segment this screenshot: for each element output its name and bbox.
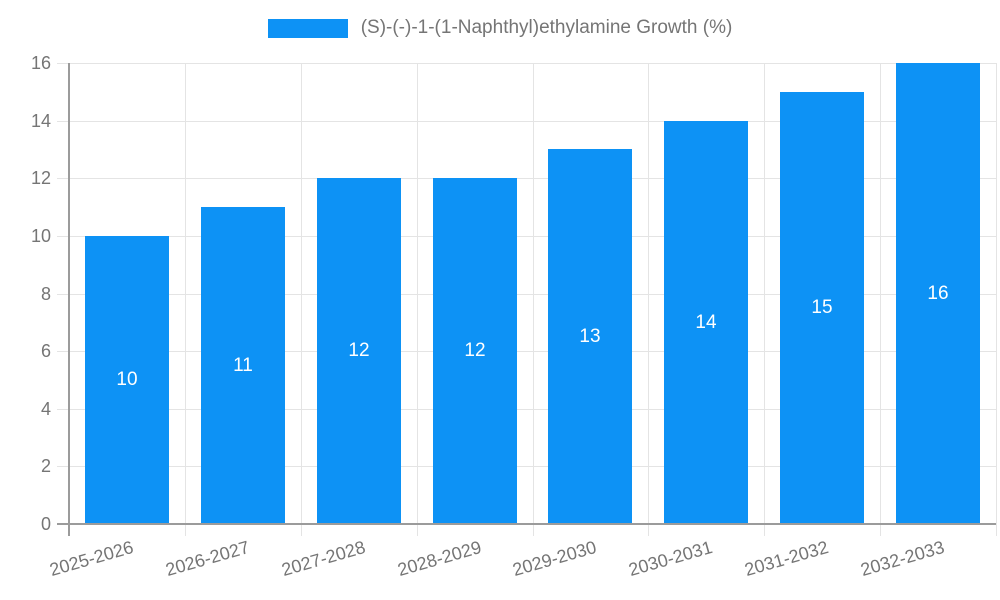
h-gridline [57, 409, 996, 410]
y-tick-label: 0 [40, 514, 51, 534]
x-tick-label: 2025-2026 [47, 537, 136, 580]
y-tick-label: 8 [40, 284, 51, 304]
bar-value-label: 12 [348, 340, 370, 361]
v-gridline [417, 63, 418, 536]
h-gridline [57, 294, 996, 295]
legend-label: (S)-(-)-1-(1-Naphthyl)ethylamine Growth … [360, 17, 733, 38]
y-tick-label: 14 [30, 111, 51, 131]
bar-value-label: 15 [811, 297, 833, 318]
y-tick-label: 16 [30, 53, 51, 73]
y-tick-label: 10 [30, 226, 51, 246]
x-tick-label: 2030-2031 [626, 537, 715, 580]
v-gridline [764, 63, 765, 536]
y-tick-label: 6 [40, 341, 51, 361]
x-tick-label: 2031-2032 [742, 537, 831, 580]
h-gridline [57, 351, 996, 352]
v-gridline [996, 63, 997, 536]
bar [896, 63, 980, 524]
v-gridline [185, 63, 186, 536]
v-gridline [301, 63, 302, 536]
bar [548, 149, 632, 524]
y-tick-label: 4 [40, 399, 51, 419]
x-tick-label: 2026-2027 [163, 537, 252, 580]
v-gridline [880, 63, 881, 536]
bar-value-label: 10 [116, 369, 138, 390]
bar [664, 121, 748, 524]
h-gridline [57, 466, 996, 467]
bar-value-label: 11 [233, 355, 253, 376]
bar-value-label: 16 [927, 283, 949, 304]
bar [201, 207, 285, 524]
h-gridline [57, 121, 996, 122]
y-tick-label: 2 [40, 456, 51, 476]
h-gridline [57, 63, 996, 64]
bar [85, 236, 169, 524]
x-axis-line [57, 523, 996, 525]
y-axis-line [68, 63, 70, 536]
x-tick-label: 2028-2029 [395, 537, 484, 580]
x-tick-label: 2032-2033 [858, 537, 947, 580]
v-gridline [533, 63, 534, 536]
x-tick-label: 2029-2030 [510, 537, 599, 580]
v-gridline [648, 63, 649, 536]
legend: (S)-(-)-1-(1-Naphthyl)ethylamine Growth … [0, 0, 1000, 56]
y-tick-label: 12 [30, 168, 51, 188]
h-gridline [57, 236, 996, 237]
bar [317, 178, 401, 524]
bar-value-label: 13 [579, 326, 601, 347]
legend-swatch [267, 18, 348, 38]
h-gridline [57, 178, 996, 179]
bar-value-label: 12 [464, 340, 486, 361]
bar-value-label: 14 [695, 312, 717, 333]
bar [433, 178, 517, 524]
bar [780, 92, 864, 524]
x-tick-label: 2027-2028 [279, 537, 368, 580]
